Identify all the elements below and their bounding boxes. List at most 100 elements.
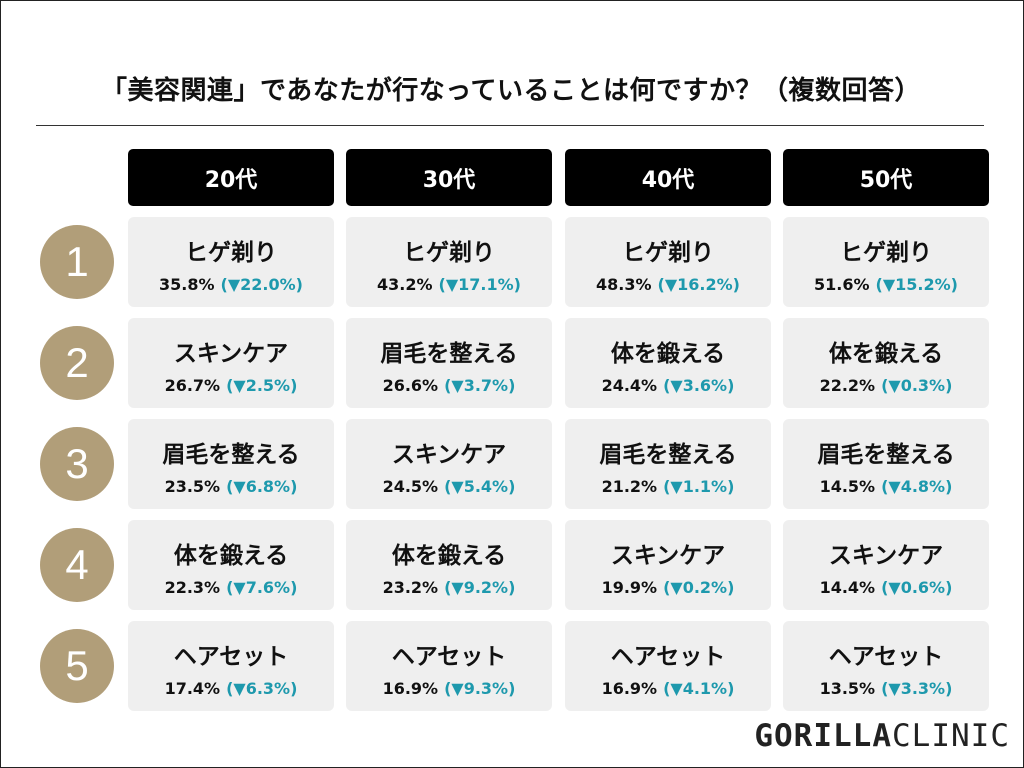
- activity-values: 21.2% (▼1.1%): [565, 477, 771, 496]
- activity-label: ヒゲ剃り: [403, 240, 495, 266]
- change-value: (▼3.7%): [444, 376, 516, 395]
- activity-label: 眉毛を整える: [599, 442, 737, 468]
- activity-label: ヘアセット: [391, 644, 507, 670]
- change-value: (▼0.3%): [881, 376, 953, 395]
- brand-logo-bold: GORILLA: [754, 718, 893, 754]
- percentage-value: 17.4%: [164, 679, 221, 698]
- activity-label: ヘアセット: [610, 644, 726, 670]
- page-title: 「美容関連」であなたが行なっていることは何ですか？（複数回答）: [101, 76, 921, 106]
- percentage-value: 16.9%: [601, 679, 658, 698]
- percentage-value: 16.9%: [382, 679, 439, 698]
- percentage-value: 35.8%: [159, 275, 215, 294]
- column-header-30s: 30代: [346, 149, 552, 206]
- percentage-value: 43.2%: [377, 275, 433, 294]
- rank-cell-4-50s: スキンケア 14.4% (▼0.6%): [783, 520, 989, 610]
- percentage-value: 23.2%: [382, 578, 439, 597]
- activity-label: ヒゲ剃り: [840, 240, 932, 266]
- change-value: (▼9.3%): [444, 679, 516, 698]
- activity-values: 24.4% (▼3.6%): [565, 376, 771, 395]
- activity-values: 24.5% (▼5.4%): [346, 477, 552, 496]
- change-value: (▼3.6%): [663, 376, 735, 395]
- change-value: (▼9.2%): [444, 578, 516, 597]
- activity-values: 51.6% (▼15.2%): [783, 275, 989, 294]
- rank-cell-4-30s: 体を鍛える 23.2% (▼9.2%): [346, 520, 552, 610]
- activity-values: 22.3% (▼7.6%): [128, 578, 334, 597]
- change-value: (▼6.3%): [226, 679, 298, 698]
- rank-badge-1: 1: [40, 225, 114, 299]
- change-value: (▼15.2%): [875, 275, 958, 294]
- percentage-value: 21.2%: [601, 477, 658, 496]
- activity-label: 体を鍛える: [828, 341, 944, 367]
- rank-cell-2-30s: 眉毛を整える 26.6% (▼3.7%): [346, 318, 552, 408]
- rank-cell-3-50s: 眉毛を整える 14.5% (▼4.8%): [783, 419, 989, 509]
- brand-logo-light: CLINIC: [892, 718, 1010, 754]
- activity-label: 眉毛を整える: [380, 341, 518, 367]
- rank-cell-1-30s: ヒゲ剃り 43.2% (▼17.1%): [346, 217, 552, 307]
- activity-values: 35.8% (▼22.0%): [128, 275, 334, 294]
- activity-values: 48.3% (▼16.2%): [565, 275, 771, 294]
- rank-badge-2: 2: [40, 326, 114, 400]
- change-value: (▼7.6%): [226, 578, 298, 597]
- activity-values: 16.9% (▼4.1%): [565, 679, 771, 698]
- percentage-value: 48.3%: [596, 275, 652, 294]
- activity-values: 23.5% (▼6.8%): [128, 477, 334, 496]
- activity-label: ヒゲ剃り: [622, 240, 714, 266]
- rank-badge-4: 4: [40, 528, 114, 602]
- rank-badge-5: 5: [40, 629, 114, 703]
- activity-label: ヘアセット: [173, 644, 289, 670]
- change-value: (▼4.8%): [881, 477, 953, 496]
- change-value: (▼1.1%): [663, 477, 735, 496]
- rank-cell-4-40s: スキンケア 19.9% (▼0.2%): [565, 520, 771, 610]
- change-value: (▼17.1%): [438, 275, 521, 294]
- change-value: (▼0.2%): [663, 578, 735, 597]
- change-value: (▼0.6%): [881, 578, 953, 597]
- rank-cell-1-20s: ヒゲ剃り 35.8% (▼22.0%): [128, 217, 334, 307]
- rank-cell-1-50s: ヒゲ剃り 51.6% (▼15.2%): [783, 217, 989, 307]
- activity-values: 26.7% (▼2.5%): [128, 376, 334, 395]
- change-value: (▼16.2%): [657, 275, 740, 294]
- activity-values: 17.4% (▼6.3%): [128, 679, 334, 698]
- percentage-value: 26.7%: [164, 376, 221, 395]
- title-divider: [36, 125, 984, 126]
- activity-values: 14.5% (▼4.8%): [783, 477, 989, 496]
- change-value: (▼6.8%): [226, 477, 298, 496]
- percentage-value: 14.5%: [819, 477, 876, 496]
- activity-label: ヘアセット: [828, 644, 944, 670]
- percentage-value: 22.2%: [819, 376, 876, 395]
- activity-values: 16.9% (▼9.3%): [346, 679, 552, 698]
- brand-logo: GORILLACLINIC: [754, 718, 1010, 754]
- rank-cell-2-40s: 体を鍛える 24.4% (▼3.6%): [565, 318, 771, 408]
- change-value: (▼2.5%): [226, 376, 298, 395]
- percentage-value: 26.6%: [382, 376, 439, 395]
- activity-label: 体を鍛える: [391, 543, 507, 569]
- activity-label: 眉毛を整える: [162, 442, 300, 468]
- activity-values: 22.2% (▼0.3%): [783, 376, 989, 395]
- rank-cell-2-20s: スキンケア 26.7% (▼2.5%): [128, 318, 334, 408]
- activity-values: 26.6% (▼3.7%): [346, 376, 552, 395]
- change-value: (▼22.0%): [220, 275, 303, 294]
- percentage-value: 13.5%: [819, 679, 876, 698]
- change-value: (▼5.4%): [444, 477, 516, 496]
- column-header-20s: 20代: [128, 149, 334, 206]
- activity-label: スキンケア: [391, 442, 507, 468]
- percentage-value: 19.9%: [601, 578, 658, 597]
- activity-values: 19.9% (▼0.2%): [565, 578, 771, 597]
- activity-label: スキンケア: [173, 341, 289, 367]
- percentage-value: 24.5%: [382, 477, 439, 496]
- activity-values: 14.4% (▼0.6%): [783, 578, 989, 597]
- activity-label: ヒゲ剃り: [185, 240, 277, 266]
- activity-label: 体を鍛える: [610, 341, 726, 367]
- activity-values: 13.5% (▼3.3%): [783, 679, 989, 698]
- column-header-50s: 50代: [783, 149, 989, 206]
- column-header-40s: 40代: [565, 149, 771, 206]
- rank-cell-3-20s: 眉毛を整える 23.5% (▼6.8%): [128, 419, 334, 509]
- rank-cell-5-50s: ヘアセット 13.5% (▼3.3%): [783, 621, 989, 711]
- percentage-value: 24.4%: [601, 376, 658, 395]
- rank-cell-1-40s: ヒゲ剃り 48.3% (▼16.2%): [565, 217, 771, 307]
- rank-cell-2-50s: 体を鍛える 22.2% (▼0.3%): [783, 318, 989, 408]
- rank-cell-3-40s: 眉毛を整える 21.2% (▼1.1%): [565, 419, 771, 509]
- rank-cell-5-20s: ヘアセット 17.4% (▼6.3%): [128, 621, 334, 711]
- activity-label: 体を鍛える: [173, 543, 289, 569]
- activity-values: 23.2% (▼9.2%): [346, 578, 552, 597]
- percentage-value: 51.6%: [814, 275, 870, 294]
